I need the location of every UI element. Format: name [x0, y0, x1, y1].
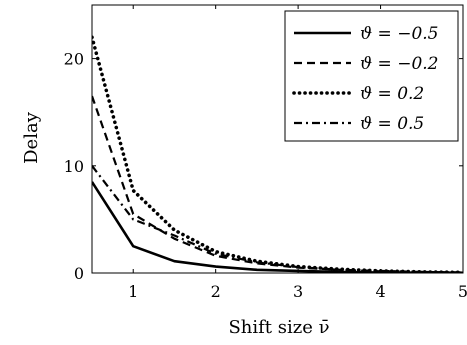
legend: ϑ = −0.5 ϑ = −0.2 ϑ = 0.2 ϑ = 0.5 — [284, 10, 459, 142]
x-tick-label: 1 — [128, 282, 138, 301]
legend-label-2: ϑ = −0.2 — [360, 54, 438, 74]
legend-label-3: ϑ = 0.2 — [360, 84, 424, 104]
axes: 1 2 3 4 5 0 10 20 — [64, 4, 467, 301]
x-axis-title: Shift size ν̄ — [228, 317, 329, 338]
y-tick-label: 0 — [74, 264, 84, 283]
x-tick-label: 5 — [458, 282, 467, 301]
legend-label-1: ϑ = −0.5 — [360, 24, 438, 44]
x-tick-label: 4 — [375, 282, 385, 301]
y-axis-title: Delay — [21, 111, 42, 164]
y-tick-label: 10 — [64, 157, 84, 176]
legend-label-4: ϑ = 0.5 — [360, 114, 424, 134]
plot-frame — [91, 4, 464, 274]
y-tick-label: 20 — [64, 50, 84, 69]
x-tick-label: 2 — [211, 282, 221, 301]
series-line-4 — [92, 165, 463, 273]
series-line-1 — [92, 181, 463, 273]
x-tick-label: 3 — [293, 282, 303, 301]
